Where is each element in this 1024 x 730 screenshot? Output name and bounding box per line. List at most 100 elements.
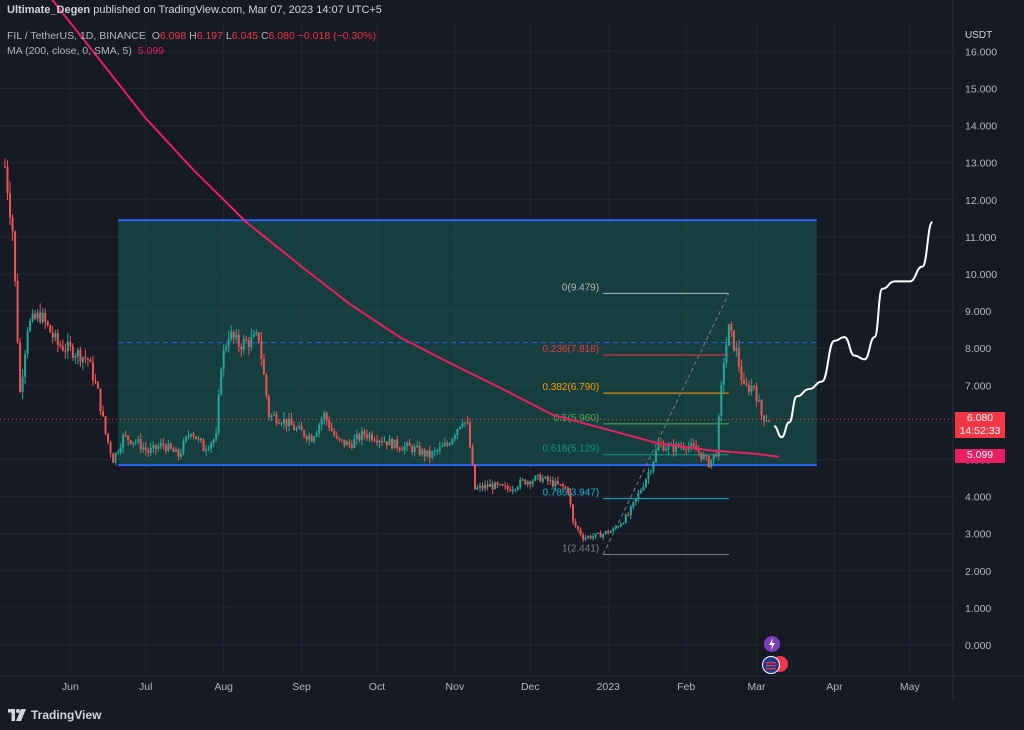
candle-body [484,484,487,489]
candle-body [144,447,147,451]
candle-body [247,340,250,347]
candle-body [11,217,14,232]
candle-body [197,438,200,440]
candle-body [345,441,348,446]
candle-body [599,532,602,538]
candle-body [46,321,49,326]
candle-body [381,440,384,443]
candle-body [649,471,652,473]
candle-body [215,433,218,440]
time-tick-label: Jun [62,681,79,693]
candle-body [446,443,449,445]
candle-body [51,332,54,338]
candle-body [34,313,37,319]
candle-body [642,486,645,491]
candle-body [378,440,381,443]
ma-label[interactable]: MA (200, close, 0, SMA, 5) [7,45,132,57]
candle-body [637,493,640,499]
candle-body [396,439,399,448]
candle-body [597,532,600,534]
low-value: 6.045 [231,30,259,42]
candle-body [456,429,459,436]
candle-body [556,480,559,485]
candle-body [192,434,195,437]
candle-body [129,440,132,444]
candle-body [240,346,243,350]
candle-body [393,439,396,449]
candle-body [722,362,725,386]
candle-body [59,344,62,347]
open-value: 6.098 [159,30,187,42]
candle-body [504,485,507,487]
candle-body [461,423,464,427]
candle-body [524,479,527,485]
candle-body [657,443,660,451]
candle-body [184,436,187,442]
candle-body [569,491,572,505]
candle-body [426,450,429,457]
candle-body [14,231,17,282]
time-tick-label: Jul [139,681,152,693]
candle-body [81,357,84,363]
candle-body [451,438,454,444]
candle-body [200,438,203,441]
candle-body [710,459,713,468]
candle-body [298,426,301,429]
candle-body [373,440,376,442]
candle-body [760,400,763,416]
time-tick-label: Sep [292,681,311,693]
candle-body [627,514,630,516]
candle-body [582,534,585,540]
candle-body [293,425,296,431]
ma-200-line [51,0,780,458]
candle-body [338,438,341,440]
candle-body [574,521,577,527]
candle-body [652,461,655,472]
candle-body [285,418,288,427]
candle-body [519,479,522,488]
candle-body [544,476,547,479]
candle-body [313,436,316,442]
parallel-channel [118,219,817,467]
symbol-name[interactable]: FIL / TetherUS, 1D, BINANCE [7,30,146,42]
candle-body [119,447,122,453]
author-name[interactable]: Ultimate_Degen [7,4,91,16]
fib-level-label: 0.236(7.818) [542,344,599,355]
candle-body [712,453,715,460]
candle-body [300,426,303,431]
candle-body [260,341,263,359]
candle-body [330,428,333,431]
candle-body [205,449,208,452]
price-tick-label: 4.000 [965,492,991,504]
forecast-path [773,221,934,439]
candle-body [250,336,253,347]
candle-body [536,474,539,477]
candle-body [89,359,92,363]
price-tick-label: 16.000 [965,46,997,58]
candle-body [745,383,748,385]
candle-body [514,489,517,491]
candle-body [303,430,306,437]
currency-unit[interactable]: USDT [965,30,993,41]
tradingview-brand[interactable]: TradingView [8,708,101,722]
candle-body [541,478,544,482]
candle-body [398,447,401,450]
price-tick-label: 9.000 [965,306,991,318]
candle-body [350,444,353,448]
candle-body [624,514,627,524]
candle-body [61,346,64,351]
candle-body [333,430,336,436]
lightning-event-icon[interactable] [764,636,780,652]
candle-body [559,484,562,486]
candle-body [750,385,753,392]
candle-body [328,420,331,429]
candle-body [391,438,394,449]
candle-body [529,481,532,485]
us-flag-event-icon[interactable] [762,656,780,674]
candle-body [308,435,311,440]
candle-body [725,345,728,363]
channel-fill [118,220,817,466]
candle-body [551,480,554,487]
candle-body [84,357,87,359]
